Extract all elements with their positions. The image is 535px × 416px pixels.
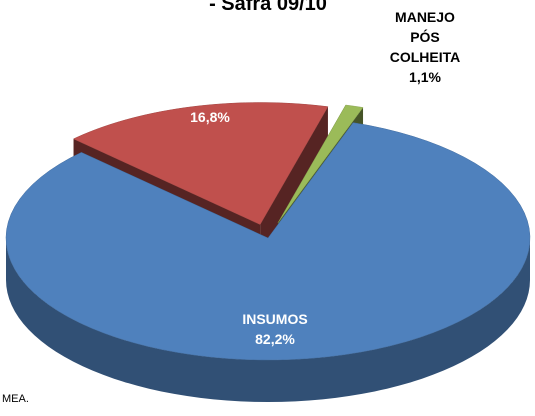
slice-label: INSUMOS: [242, 311, 307, 327]
chart-title: - Safra 09/10: [209, 0, 327, 15]
slice-label: OPERAÇÕES AGRÍCOLAS: [165, 68, 254, 105]
slice: [277, 104, 364, 224]
value-label: 82,2%: [255, 331, 295, 347]
value-label: 16,8%: [190, 109, 230, 125]
value-label: 1,1%: [409, 69, 441, 85]
slice-label: MANEJO PÓS COLHEITA: [390, 9, 461, 65]
slice-side: [6, 238, 530, 402]
slice: [72, 102, 329, 225]
source: MEA.: [2, 393, 29, 405]
slice: [5, 122, 531, 361]
